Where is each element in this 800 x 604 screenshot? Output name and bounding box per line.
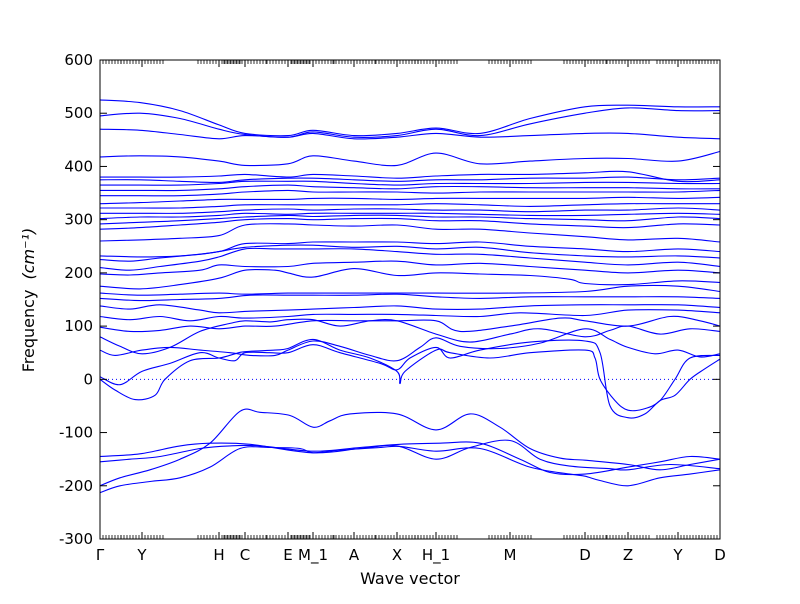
band-line-15	[99, 260, 721, 276]
band-line-34	[99, 99, 721, 137]
y-axis-label: Frequency (cm⁻¹)	[19, 228, 38, 372]
y-axis-label-unit: (cm⁻¹)	[19, 228, 38, 280]
band-line-14	[99, 268, 721, 290]
band-line-27	[100, 184, 721, 192]
band-line-6	[99, 339, 721, 419]
band-line-25	[99, 196, 721, 205]
x-tick-label: C	[240, 546, 250, 564]
band-line-20	[99, 217, 721, 230]
x-tick-label: Z	[623, 546, 633, 564]
band-line-5	[99, 338, 721, 412]
band-line-10	[99, 309, 721, 322]
x-tick-label: M	[504, 546, 517, 564]
band-line-33	[99, 107, 721, 138]
band-line-22	[99, 212, 721, 220]
x-tick-label: Y	[136, 546, 147, 564]
band-line-32	[99, 128, 721, 140]
band-line-4	[99, 439, 721, 471]
y-axis-label-text: Frequency	[19, 290, 38, 373]
y-tick-label: 300	[64, 211, 93, 229]
x-axis: Γ Y H C E M_1 A X H_1 M D Z Y D	[96, 60, 726, 565]
band-line-12	[99, 293, 721, 302]
band-line-31	[99, 150, 721, 167]
band-line-21	[99, 214, 721, 225]
y-tick-label: -200	[59, 477, 93, 495]
band-line-26	[99, 189, 721, 197]
band-line-9	[99, 315, 721, 333]
plot-frame	[99, 59, 721, 540]
band-line-16	[99, 247, 721, 271]
x-tick-label: Y	[672, 546, 683, 564]
x-tick-label: E	[283, 546, 292, 564]
band-line-1	[99, 445, 721, 494]
y-tick-label: 100	[64, 317, 93, 335]
y-tick-label: 200	[64, 264, 93, 282]
band-line-30	[100, 170, 721, 183]
x-tick-label: X	[392, 546, 402, 564]
y-tick-label: -100	[59, 424, 93, 442]
band-line-28	[99, 180, 721, 186]
x-tick-label: D	[714, 546, 726, 564]
x-axis-label: Wave vector	[360, 569, 460, 588]
x-tick-label: A	[349, 546, 360, 564]
y-tick-label: -300	[59, 530, 93, 548]
y-tick-label: 600	[64, 51, 93, 69]
band-line-3	[99, 441, 721, 476]
x-tick-label: H_1	[422, 546, 450, 565]
y-tick-label: 500	[64, 104, 93, 122]
y-tick-label: 0	[83, 370, 93, 388]
series-layer	[99, 99, 721, 494]
band-line-29	[99, 176, 721, 184]
x-tick-label: D	[579, 546, 591, 564]
band-line-24	[99, 203, 720, 209]
band-line-2	[99, 408, 721, 487]
band-line-13	[99, 284, 721, 296]
band-line-18	[99, 241, 721, 258]
y-axis: -300 -200 -100 0 100 200 300 400 500 600	[59, 51, 720, 548]
band-line-19	[99, 223, 721, 243]
x-tick-label: M_1	[298, 546, 328, 565]
band-line-7	[99, 328, 721, 362]
band-line-11	[99, 304, 721, 314]
band-line-23	[100, 207, 721, 214]
y-tick-label: 400	[64, 157, 93, 175]
x-tick-label: H	[213, 546, 224, 564]
x-tick-label: Γ	[96, 546, 105, 564]
